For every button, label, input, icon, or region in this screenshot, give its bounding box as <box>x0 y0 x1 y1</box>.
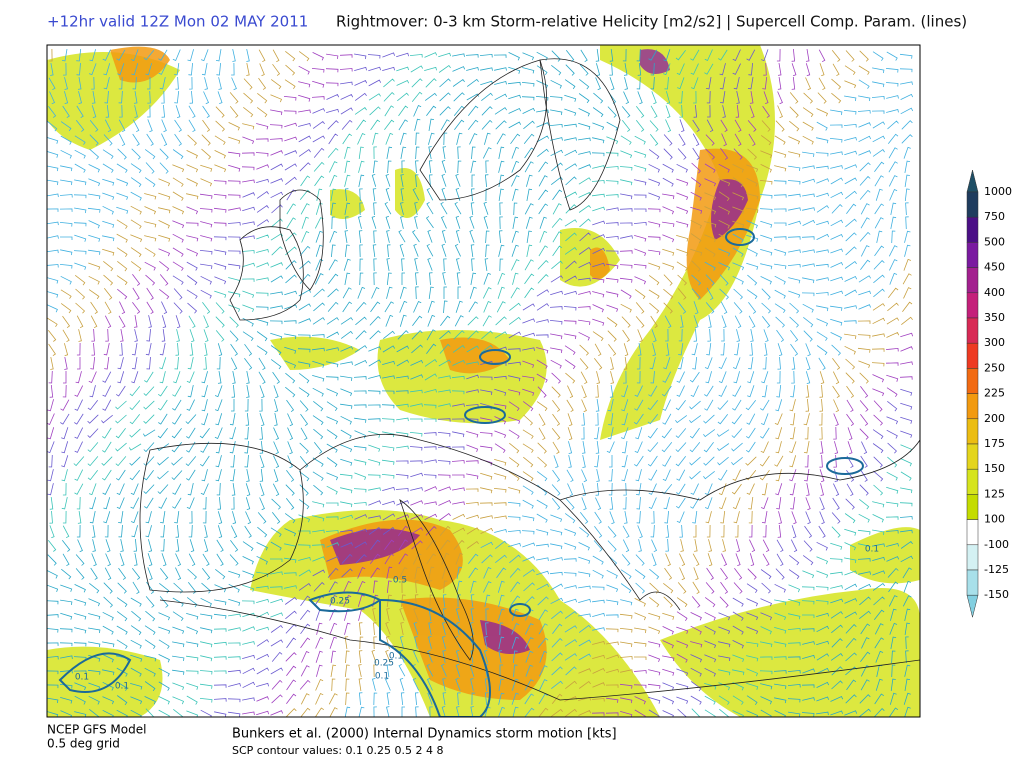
colorbar-segment <box>966 216 979 243</box>
colorbar-segment <box>966 569 979 596</box>
wind-barb-group <box>47 48 914 717</box>
colorbar-segment <box>966 292 979 319</box>
map-field: 0.10.10.250.50.10.250.10.1 <box>47 45 920 717</box>
colorbar-segment <box>966 418 979 445</box>
colorbar-label: 250 <box>984 361 1005 374</box>
colorbar-segment <box>966 393 979 420</box>
scp-contours <box>58 228 864 717</box>
colorbar-label: 150 <box>984 462 1005 475</box>
wind-barb-group <box>47 48 913 717</box>
colorbar-segment <box>966 544 979 571</box>
footer-model: NCEP GFS Model <box>47 723 146 737</box>
contour-label: 0.1 <box>115 682 129 692</box>
colorbar-label: 225 <box>984 387 1005 400</box>
colorbar-label: 500 <box>984 235 1005 248</box>
colorbar-label: -100 <box>984 538 1009 551</box>
footer-grid: 0.5 deg grid <box>47 737 120 751</box>
map-frame <box>46 44 921 718</box>
colorbar-label: -125 <box>984 563 1009 576</box>
title: Rightmover: 0-3 km Storm-relative Helici… <box>336 13 967 31</box>
contour-label: 0.1 <box>375 672 389 682</box>
wind-barb-group <box>47 48 913 717</box>
wind-barb-group <box>47 49 913 717</box>
colorbar-label: 1000 <box>984 185 1012 198</box>
map: 0.10.10.250.50.10.250.10.1 <box>46 44 921 718</box>
colorbar-label: 450 <box>984 261 1005 274</box>
colorbar-segment <box>966 317 979 344</box>
colorbar: 1000 750 500 450 400 350 300 250 225 200 175 150 125… <box>966 169 1012 618</box>
colorbar-label: 300 <box>984 336 1005 349</box>
colorbar-arrow-bottom <box>966 594 979 618</box>
colorbar-segment <box>966 342 979 369</box>
colorbar-label: 125 <box>984 487 1005 500</box>
wind-barb-group <box>47 48 914 717</box>
contour-label: 0.1 <box>389 652 403 662</box>
colorbar-label: 200 <box>984 412 1005 425</box>
valid-time: +12hr valid 12Z Mon 02 MAY 2011 <box>47 13 308 31</box>
wind-barb-group <box>47 49 913 717</box>
colorbar-label: 175 <box>984 437 1005 450</box>
helicity-high <box>330 49 748 654</box>
footer-scp: SCP contour values: 0.1 0.25 0.5 2 4 8 <box>232 744 444 757</box>
colorbar-label: 100 <box>984 513 1005 526</box>
colorbar-segment <box>966 368 979 394</box>
contour-labels: 0.10.10.250.50.10.250.10.1 <box>75 545 879 692</box>
colorbar-segment <box>966 443 979 470</box>
colorbar-label: 750 <box>984 210 1005 223</box>
footer-storm-motion: Bunkers et al. (2000) Internal Dynamics … <box>232 727 617 742</box>
colorbar-segment <box>966 494 979 520</box>
colorbar-segment <box>966 519 979 546</box>
contour-label: 0.1 <box>75 673 89 683</box>
colorbar-segment <box>966 267 979 294</box>
colorbar-segment <box>966 242 979 268</box>
colorbar-label: 350 <box>984 311 1005 324</box>
wind-barbs <box>47 48 914 717</box>
contour-label: 0.5 <box>393 576 407 586</box>
contour-label: 0.25 <box>374 659 394 669</box>
colorbar-label: -150 <box>984 588 1009 601</box>
contour-label: 0.25 <box>330 597 350 607</box>
coastlines <box>139 58 920 701</box>
colorbar-label: 400 <box>984 286 1005 299</box>
contour-label: 0.1 <box>865 545 879 555</box>
colorbar-segment <box>966 468 979 495</box>
colorbar-segment <box>966 191 979 218</box>
